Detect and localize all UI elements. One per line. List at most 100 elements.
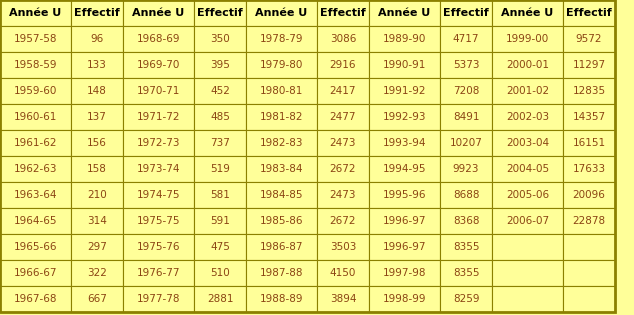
Bar — [563, 104, 615, 130]
Text: 8368: 8368 — [453, 216, 479, 226]
Bar — [71, 26, 123, 52]
Text: 11297: 11297 — [573, 60, 605, 70]
Bar — [492, 0, 563, 26]
Text: 1993-94: 1993-94 — [383, 138, 426, 148]
Text: 1979-80: 1979-80 — [260, 60, 303, 70]
Text: 7208: 7208 — [453, 86, 479, 96]
Bar — [194, 104, 246, 130]
Text: 591: 591 — [210, 216, 230, 226]
Bar — [317, 208, 369, 234]
Bar — [123, 26, 194, 52]
Text: 1986-87: 1986-87 — [260, 242, 303, 252]
Text: 2003-04: 2003-04 — [506, 138, 549, 148]
Bar — [246, 260, 317, 286]
Bar — [563, 286, 615, 312]
Text: 2002-03: 2002-03 — [506, 112, 549, 122]
Text: 5373: 5373 — [453, 60, 479, 70]
Text: 1958-59: 1958-59 — [14, 60, 57, 70]
Bar — [246, 130, 317, 156]
Bar — [440, 130, 492, 156]
Bar — [123, 130, 194, 156]
Bar — [440, 78, 492, 104]
Bar — [440, 104, 492, 130]
Bar — [369, 182, 440, 208]
Text: 667: 667 — [87, 294, 107, 304]
Bar — [123, 104, 194, 130]
Bar — [369, 208, 440, 234]
Bar — [563, 182, 615, 208]
Bar — [440, 234, 492, 260]
Text: 137: 137 — [87, 112, 107, 122]
Text: 1999-00: 1999-00 — [506, 34, 549, 44]
Bar — [492, 130, 563, 156]
Bar — [0, 156, 71, 182]
Text: 1966-67: 1966-67 — [14, 268, 57, 278]
Bar — [246, 0, 317, 26]
Text: 1969-70: 1969-70 — [137, 60, 180, 70]
Bar — [194, 234, 246, 260]
Text: 737: 737 — [210, 138, 230, 148]
Bar — [123, 208, 194, 234]
Bar — [246, 52, 317, 78]
Text: 1957-58: 1957-58 — [14, 34, 57, 44]
Bar — [246, 78, 317, 104]
Text: 314: 314 — [87, 216, 107, 226]
Text: 4150: 4150 — [330, 268, 356, 278]
Text: 519: 519 — [210, 164, 230, 174]
Text: 1976-77: 1976-77 — [137, 268, 180, 278]
Text: 1980-81: 1980-81 — [260, 86, 303, 96]
Bar — [440, 52, 492, 78]
Bar — [0, 0, 71, 26]
Bar — [369, 78, 440, 104]
Bar — [123, 260, 194, 286]
Bar — [492, 156, 563, 182]
Bar — [317, 26, 369, 52]
Bar — [317, 130, 369, 156]
Text: 581: 581 — [210, 190, 230, 200]
Text: 1982-83: 1982-83 — [260, 138, 303, 148]
Bar — [563, 52, 615, 78]
Bar — [563, 130, 615, 156]
Bar — [71, 0, 123, 26]
Text: Année U: Année U — [501, 8, 553, 18]
Text: Effectif: Effectif — [566, 8, 612, 18]
Text: 2672: 2672 — [330, 164, 356, 174]
Text: 3894: 3894 — [330, 294, 356, 304]
Text: 1996-97: 1996-97 — [383, 216, 426, 226]
Bar — [194, 78, 246, 104]
Text: 1985-86: 1985-86 — [260, 216, 303, 226]
Bar — [0, 104, 71, 130]
Text: 2417: 2417 — [330, 86, 356, 96]
Text: 2001-02: 2001-02 — [506, 86, 549, 96]
Text: 1992-93: 1992-93 — [383, 112, 426, 122]
Bar — [440, 26, 492, 52]
Text: 395: 395 — [210, 60, 230, 70]
Bar — [440, 286, 492, 312]
Bar — [71, 286, 123, 312]
Text: 1998-99: 1998-99 — [383, 294, 426, 304]
Bar — [123, 234, 194, 260]
Text: 8355: 8355 — [453, 242, 479, 252]
Bar — [369, 130, 440, 156]
Text: 210: 210 — [87, 190, 107, 200]
Text: 14357: 14357 — [573, 112, 605, 122]
Text: 1991-92: 1991-92 — [383, 86, 426, 96]
Bar — [492, 52, 563, 78]
Bar — [369, 260, 440, 286]
Text: 9572: 9572 — [576, 34, 602, 44]
Text: 2000-01: 2000-01 — [506, 60, 549, 70]
Text: 16151: 16151 — [573, 138, 605, 148]
Bar — [440, 208, 492, 234]
Bar — [369, 156, 440, 182]
Bar — [123, 0, 194, 26]
Text: Effectif: Effectif — [320, 8, 366, 18]
Bar — [246, 104, 317, 130]
Bar — [71, 130, 123, 156]
Bar — [563, 26, 615, 52]
Bar — [563, 0, 615, 26]
Text: 156: 156 — [87, 138, 107, 148]
Bar — [0, 234, 71, 260]
Text: 485: 485 — [210, 112, 230, 122]
Bar — [369, 234, 440, 260]
Text: 1971-72: 1971-72 — [137, 112, 180, 122]
